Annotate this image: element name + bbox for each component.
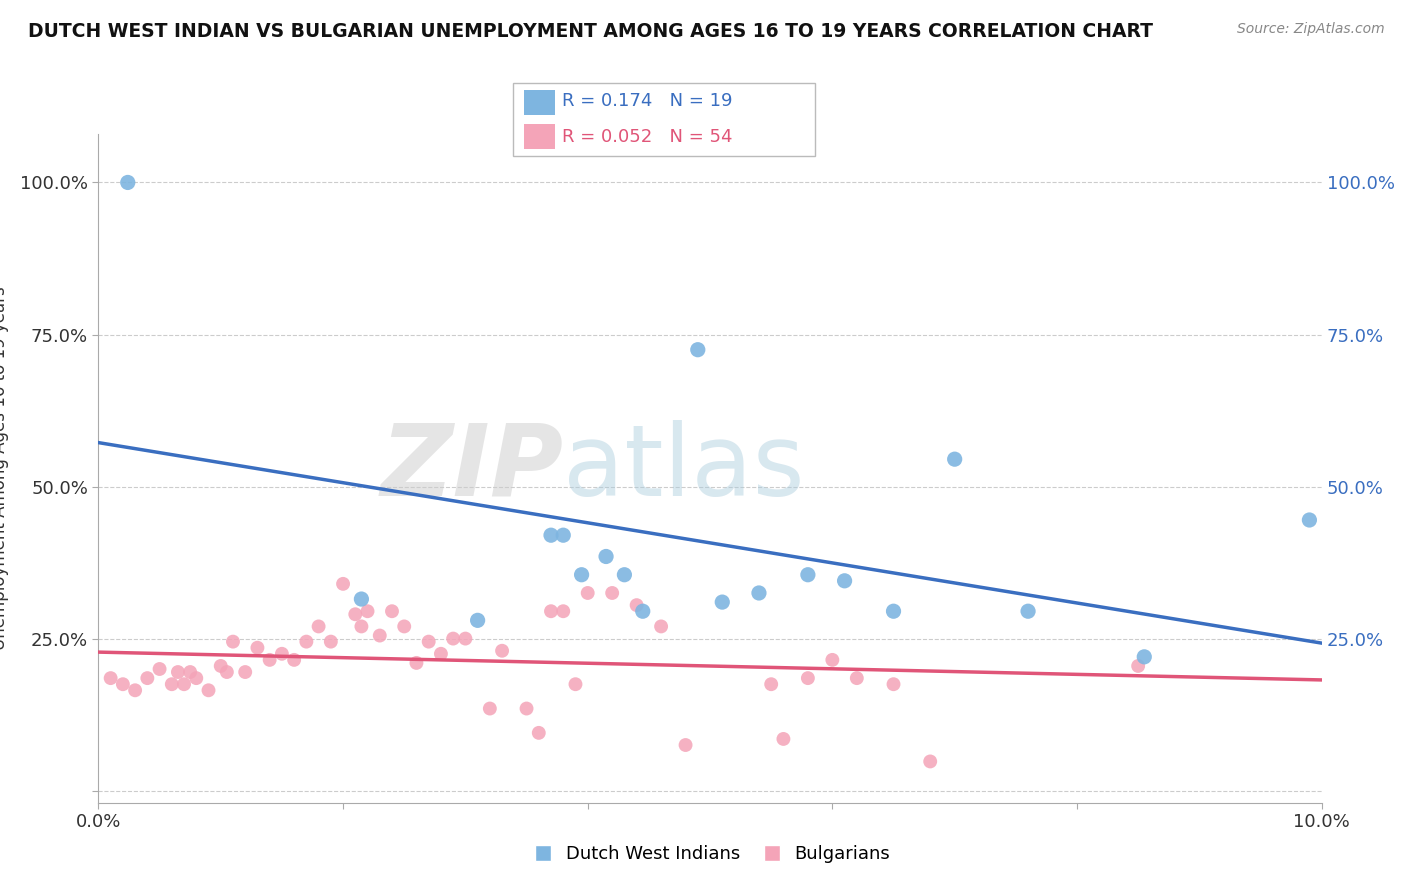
Point xyxy=(392,619,416,633)
Point xyxy=(186,671,208,685)
Point xyxy=(319,634,342,648)
Text: ZIP: ZIP xyxy=(380,420,564,516)
Point xyxy=(845,671,868,685)
Point xyxy=(797,671,820,685)
Point xyxy=(1017,604,1039,618)
Y-axis label: Unemployment Among Ages 16 to 19 years: Unemployment Among Ages 16 to 19 years xyxy=(0,286,8,650)
Point xyxy=(222,634,245,648)
Point xyxy=(149,662,172,676)
Point xyxy=(270,647,292,661)
Point xyxy=(516,701,538,715)
Point xyxy=(478,701,501,715)
Point xyxy=(759,677,782,691)
Point xyxy=(834,574,856,588)
Point xyxy=(295,634,318,648)
Point xyxy=(576,586,599,600)
Point xyxy=(117,176,139,190)
Point xyxy=(430,647,453,661)
Point xyxy=(124,683,146,698)
Point xyxy=(571,567,593,582)
Point xyxy=(553,528,575,542)
Point xyxy=(595,549,617,564)
Point xyxy=(943,452,966,467)
Text: DUTCH WEST INDIAN VS BULGARIAN UNEMPLOYMENT AMONG AGES 16 TO 19 YEARS CORRELATIO: DUTCH WEST INDIAN VS BULGARIAN UNEMPLOYM… xyxy=(28,22,1153,41)
Point xyxy=(405,656,427,670)
Point xyxy=(233,665,256,679)
Point xyxy=(350,619,373,633)
Point xyxy=(650,619,672,633)
Point xyxy=(675,738,697,752)
Point xyxy=(1128,659,1150,673)
Point xyxy=(527,726,550,740)
Point xyxy=(350,592,373,607)
Point xyxy=(883,604,905,618)
Point xyxy=(711,595,734,609)
Point xyxy=(564,677,586,691)
Point xyxy=(454,632,477,646)
Point xyxy=(821,653,844,667)
Text: R = 0.174   N = 19: R = 0.174 N = 19 xyxy=(562,92,733,110)
Point xyxy=(540,604,562,618)
Text: R = 0.052   N = 54: R = 0.052 N = 54 xyxy=(562,128,733,145)
Point xyxy=(356,604,378,618)
Point xyxy=(209,659,232,673)
Point xyxy=(111,677,134,691)
Point xyxy=(1133,649,1156,664)
Point xyxy=(553,604,575,618)
Legend: Dutch West Indians, Bulgarians: Dutch West Indians, Bulgarians xyxy=(523,838,897,871)
Point xyxy=(626,598,648,612)
Point xyxy=(167,665,190,679)
Point xyxy=(600,586,623,600)
Point xyxy=(686,343,709,357)
Point xyxy=(1298,513,1320,527)
Point xyxy=(215,665,238,679)
Point xyxy=(920,755,942,769)
Point xyxy=(381,604,404,618)
Point xyxy=(748,586,770,600)
Point xyxy=(136,671,159,685)
Point xyxy=(772,731,794,746)
Point xyxy=(179,665,201,679)
Point xyxy=(418,634,440,648)
Point xyxy=(540,528,562,542)
Point xyxy=(631,604,654,618)
Point xyxy=(308,619,330,633)
Point xyxy=(246,640,269,655)
Point xyxy=(332,577,354,591)
Point xyxy=(797,567,820,582)
Point xyxy=(173,677,195,691)
Point xyxy=(344,607,367,622)
Point xyxy=(491,644,513,658)
Point xyxy=(883,677,905,691)
Point xyxy=(100,671,122,685)
Point xyxy=(467,613,489,627)
Point xyxy=(197,683,219,698)
Text: atlas: atlas xyxy=(564,420,804,516)
Point xyxy=(259,653,281,667)
Point xyxy=(160,677,183,691)
Text: Source: ZipAtlas.com: Source: ZipAtlas.com xyxy=(1237,22,1385,37)
Point xyxy=(441,632,464,646)
Point xyxy=(613,567,636,582)
Point xyxy=(368,629,391,643)
Point xyxy=(283,653,305,667)
